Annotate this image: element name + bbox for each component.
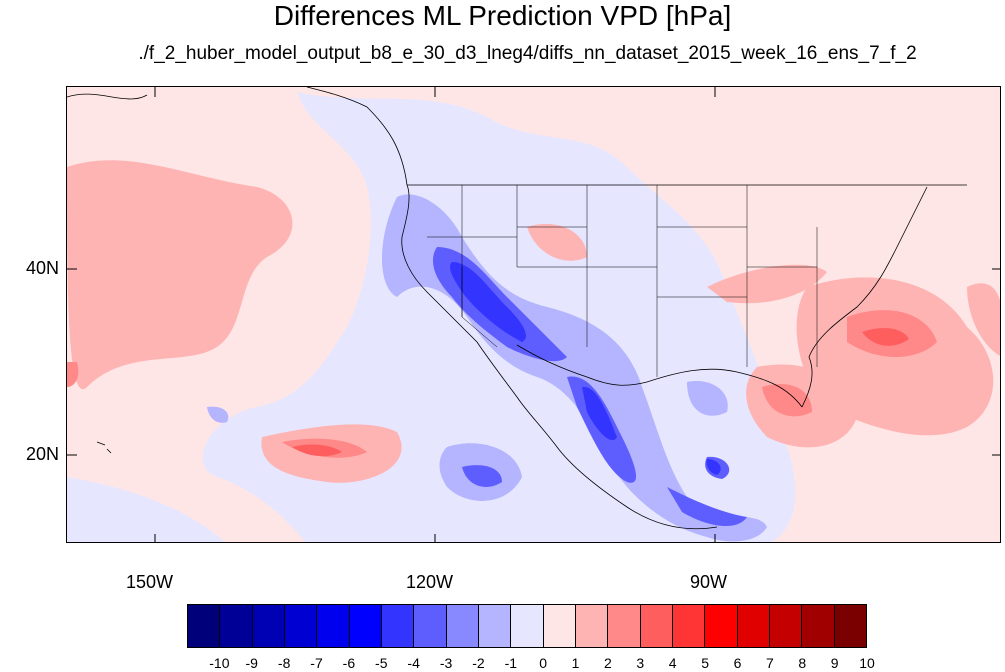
colorbar-label: -5 [375,655,388,671]
colorbar-swatch [478,605,512,647]
colorbar-swatch [414,605,447,647]
colorbar-label: 4 [668,655,677,671]
lon-label-150w: 150W [126,572,174,592]
colorbar-swatch [446,605,479,647]
colorbar-swatch [543,605,576,647]
field-negative-core [450,262,721,475]
colorbar-swatch [737,605,770,647]
colorbar-labels: -10 -9 -8 -7 -6 -5 -4 -3 -2 -1 0 1 2 3 4 5 6 7 8 9 10 [187,655,875,672]
colorbar-label: 5 [701,655,709,671]
colorbar-label: -4 [407,655,420,671]
map-plot-area [66,86,1001,543]
colorbar-label: 6 [733,655,742,671]
lon-label-90w: 90W [690,572,728,592]
colorbar-swatch [608,605,641,647]
colorbar-swatch [381,605,415,647]
colorbar-label: 3 [636,655,645,671]
colorbar-label: -3 [439,655,453,671]
colorbar-swatch [834,605,866,647]
colorbar-label: 2 [604,655,612,671]
lat-label-20n: 20N [26,444,60,464]
map-svg [67,87,1000,542]
colorbar-swatch [769,605,803,647]
colorbar-swatch [252,605,285,647]
colorbar-label: 0 [539,655,548,671]
colorbar-swatch [349,605,382,647]
colorbar-label: -8 [277,655,291,671]
colorbar-swatch [672,605,706,647]
axis-ticks [67,87,1000,542]
colorbar-swatch [188,605,221,647]
state-borders [427,185,818,377]
colorbar [187,604,867,648]
colorbar-label: -7 [310,655,323,671]
colorbar-label: 10 [859,655,875,671]
colorbar-swatch [802,605,835,647]
colorbar-label: -1 [504,655,518,671]
colorbar-swatch [705,605,738,647]
colorbar-label: -10 [209,655,230,671]
colorbar-label: 9 [830,655,839,671]
colorbar-label: 7 [765,655,774,671]
colorbar-label: -2 [472,655,485,671]
colorbar-swatch [575,605,609,647]
lon-label-120w: 120W [406,572,454,592]
colorbar-swatch [511,605,544,647]
map-subtitle: ./f_2_huber_model_output_b8_e_30_d3_lneg… [138,43,917,64]
colorbar-label: 1 [571,655,580,671]
field-positive-core [292,327,909,457]
lat-label-40n: 40N [26,258,60,278]
map-title: Differences ML Prediction VPD [hPa] [273,0,732,31]
colorbar-label: -9 [245,655,258,671]
colorbar-label: 8 [798,655,807,671]
colorbar-swatch [317,605,350,647]
colorbar-swatch [220,605,253,647]
colorbar-swatch [284,605,318,647]
colorbar-swatch [640,605,673,647]
coastlines [67,87,967,530]
colorbar-label: -6 [342,655,356,671]
